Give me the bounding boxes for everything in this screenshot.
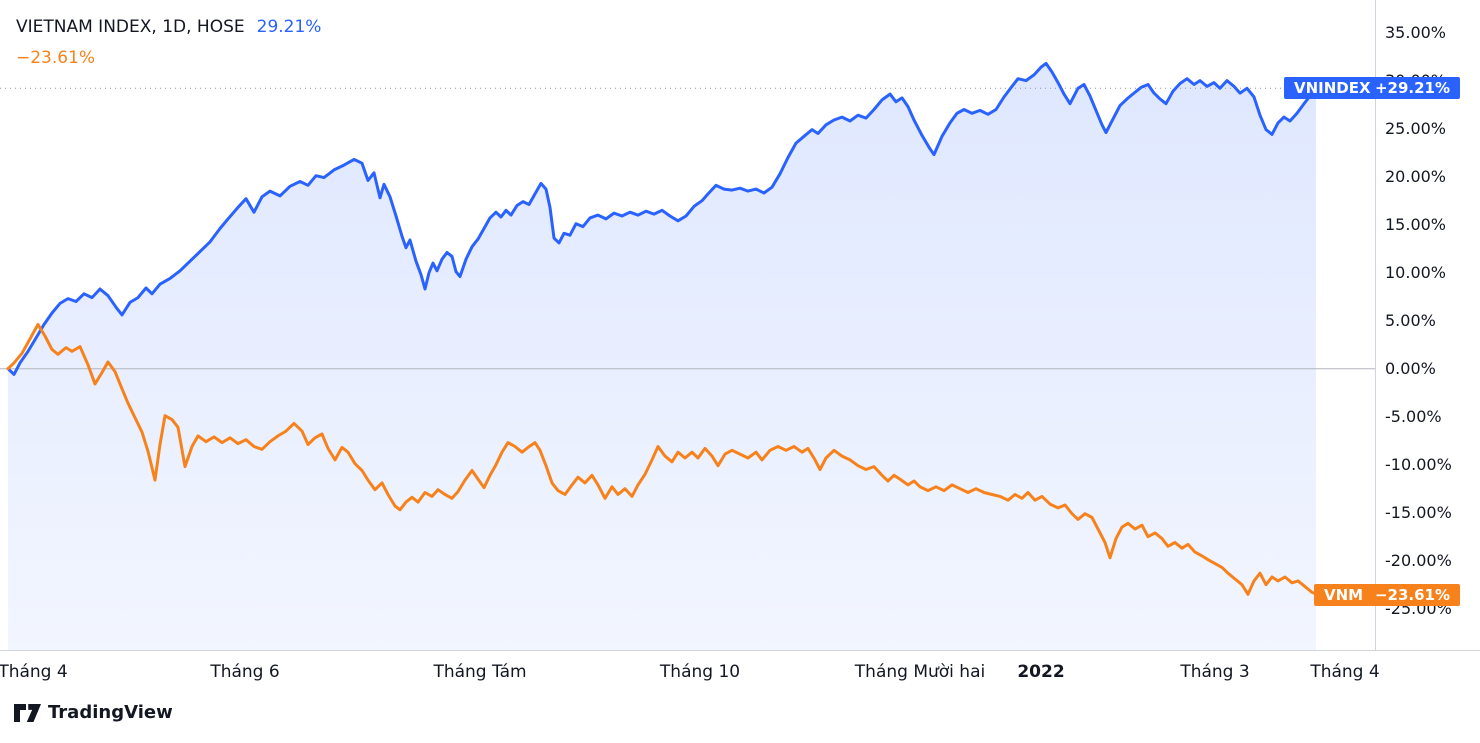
time-tick-label: Tháng 10: [659, 662, 741, 682]
vnm-price-badge: VNM −23.61%: [1314, 584, 1460, 607]
symbol-title[interactable]: VIETNAM INDEX, 1D, HOSE: [16, 17, 245, 37]
brand-name: TradingView: [48, 702, 173, 723]
price-tick-label: 25.00%: [1385, 118, 1447, 138]
time-tick-label: Tháng 4: [1310, 662, 1380, 682]
price-tick-label: -10.00%: [1385, 454, 1452, 474]
vnm-badge-symbol: VNM: [1324, 586, 1364, 605]
legend-row-main[interactable]: VIETNAM INDEX, 1D, HOSE 29.21%: [16, 16, 321, 38]
time-tick-label: Tháng 4: [0, 662, 68, 682]
vnindex-badge-symbol: VNINDEX: [1294, 79, 1371, 98]
vnm-badge-value: −23.61%: [1374, 586, 1450, 605]
price-tick-label: 5.00%: [1385, 310, 1436, 330]
price-axis[interactable]: 35.00%30.00%25.00%20.00%15.00%10.00%5.00…: [1375, 0, 1480, 650]
tradingview-logo-icon: [14, 703, 41, 722]
vnindex-badge-value: +29.21%: [1374, 79, 1450, 98]
price-tick-label: 0.00%: [1385, 358, 1436, 378]
legend-row-compare[interactable]: −23.61%: [16, 47, 321, 69]
plot-svg[interactable]: [0, 0, 1375, 650]
legend: VIETNAM INDEX, 1D, HOSE 29.21% −23.61%: [16, 16, 321, 69]
price-tick-label: -5.00%: [1385, 406, 1442, 426]
chart-plot[interactable]: [0, 0, 1375, 650]
time-tick-label: Tháng Mười hai: [854, 662, 986, 682]
compare-change-value: −23.61%: [16, 48, 96, 68]
time-tick-label: Tháng Tám: [433, 662, 527, 682]
time-axis[interactable]: Tháng 4 Tháng 6 Tháng Tám Tháng 10 Tháng Mườ…: [0, 650, 1480, 693]
time-tick-label: Tháng 6: [210, 662, 280, 682]
footer-brand[interactable]: TradingView: [14, 702, 173, 723]
vnindex-price-badge: VNINDEX +29.21%: [1284, 77, 1460, 100]
symbol-change-value: 29.21%: [256, 17, 322, 37]
price-tick-label: 35.00%: [1385, 22, 1447, 42]
time-tick-label: 2022: [1017, 662, 1065, 682]
price-tick-label: 10.00%: [1385, 262, 1447, 282]
time-tick-label: Tháng 3: [1180, 662, 1250, 682]
price-tick-label: 15.00%: [1385, 214, 1447, 234]
price-tick-label: -20.00%: [1385, 550, 1452, 570]
price-tick-label: -15.00%: [1385, 502, 1452, 522]
price-tick-label: 20.00%: [1385, 166, 1447, 186]
